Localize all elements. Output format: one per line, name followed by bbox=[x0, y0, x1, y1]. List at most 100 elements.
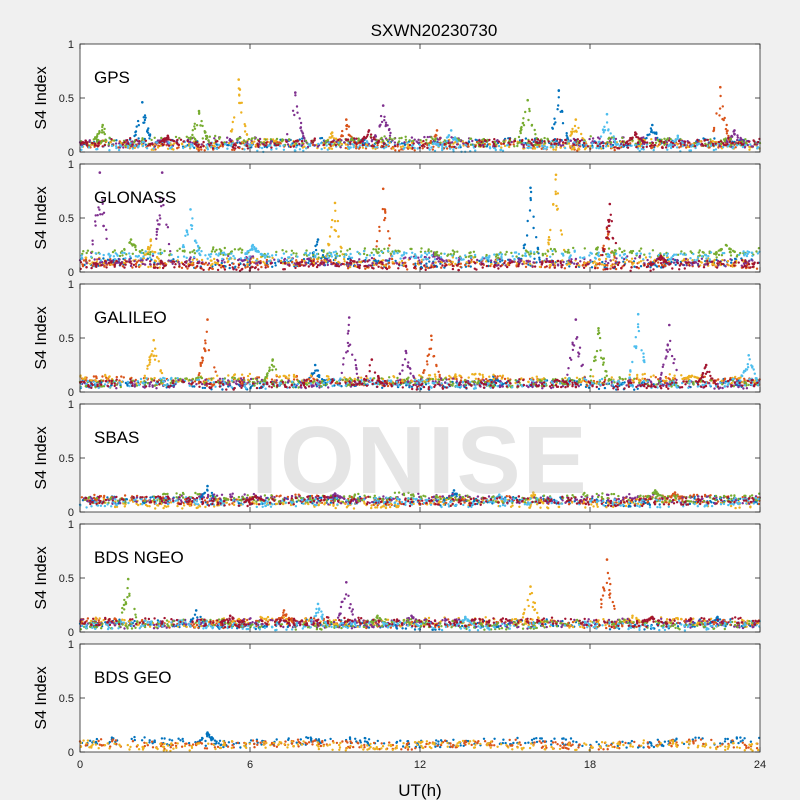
data-point bbox=[704, 144, 707, 147]
data-point bbox=[162, 139, 165, 143]
data-point bbox=[146, 128, 149, 132]
data-point bbox=[109, 141, 112, 144]
data-point bbox=[157, 144, 160, 147]
data-point bbox=[723, 251, 726, 255]
data-point bbox=[432, 142, 435, 145]
data-point bbox=[729, 254, 733, 257]
data-point bbox=[322, 143, 326, 146]
data-point bbox=[586, 145, 590, 148]
data-point bbox=[637, 267, 640, 270]
data-point bbox=[187, 265, 190, 268]
data-point bbox=[410, 136, 414, 139]
data-point bbox=[524, 249, 528, 252]
data-point bbox=[398, 250, 401, 253]
data-point bbox=[614, 267, 618, 271]
data-point bbox=[621, 256, 624, 260]
data-point bbox=[552, 202, 555, 206]
data-point bbox=[608, 253, 611, 257]
data-point bbox=[694, 141, 697, 145]
data-point bbox=[82, 259, 86, 262]
data-point bbox=[595, 262, 598, 265]
data-point bbox=[263, 262, 266, 265]
data-point bbox=[260, 265, 263, 269]
data-point bbox=[582, 145, 585, 148]
data-point bbox=[358, 264, 362, 267]
data-point bbox=[309, 259, 313, 263]
data-point bbox=[365, 140, 369, 143]
data-point bbox=[167, 144, 171, 147]
data-point bbox=[723, 116, 726, 120]
data-point bbox=[667, 144, 671, 147]
data-point bbox=[328, 243, 331, 246]
data-point bbox=[618, 144, 621, 148]
data-point bbox=[201, 124, 204, 128]
data-point bbox=[166, 134, 170, 138]
data-point bbox=[607, 220, 611, 223]
data-point bbox=[383, 135, 386, 138]
data-point bbox=[665, 254, 669, 258]
data-point bbox=[193, 252, 197, 255]
data-point bbox=[158, 141, 161, 144]
data-point bbox=[638, 141, 641, 144]
data-point bbox=[696, 262, 700, 265]
data-point bbox=[556, 259, 560, 263]
data-point bbox=[215, 147, 219, 151]
data-point bbox=[291, 260, 294, 264]
data-point bbox=[452, 148, 455, 151]
data-point bbox=[624, 256, 628, 259]
data-point bbox=[384, 124, 387, 128]
data-point bbox=[205, 134, 209, 138]
data-point bbox=[158, 266, 161, 269]
data-point bbox=[91, 250, 94, 253]
data-point bbox=[387, 230, 390, 233]
data-point bbox=[598, 262, 601, 266]
data-point bbox=[749, 143, 752, 146]
data-point bbox=[251, 243, 255, 247]
data-point bbox=[312, 259, 315, 263]
data-point bbox=[457, 146, 460, 149]
data-point bbox=[560, 144, 563, 147]
data-point bbox=[383, 115, 386, 119]
data-point bbox=[636, 141, 640, 144]
data-point bbox=[549, 228, 552, 232]
data-point bbox=[240, 268, 243, 271]
data-point bbox=[316, 238, 320, 241]
data-point bbox=[107, 143, 111, 146]
data-point bbox=[169, 138, 172, 142]
data-point bbox=[161, 143, 165, 147]
data-point bbox=[273, 142, 276, 145]
data-point bbox=[369, 264, 373, 267]
data-point bbox=[609, 143, 612, 146]
data-point bbox=[108, 255, 112, 259]
data-point bbox=[469, 143, 473, 146]
data-point bbox=[98, 171, 102, 174]
data-point bbox=[546, 146, 549, 149]
data-point bbox=[725, 123, 728, 127]
data-point bbox=[228, 257, 231, 261]
data-point bbox=[609, 132, 612, 135]
data-point bbox=[560, 233, 564, 236]
data-point bbox=[119, 262, 123, 265]
data-point bbox=[424, 251, 427, 255]
data-point bbox=[679, 142, 682, 145]
data-point bbox=[279, 261, 283, 265]
data-point bbox=[728, 250, 732, 254]
data-point bbox=[634, 257, 637, 260]
data-point bbox=[524, 110, 527, 114]
data-point bbox=[453, 136, 457, 139]
data-point bbox=[421, 147, 424, 150]
data-point bbox=[234, 144, 237, 147]
data-point bbox=[281, 138, 284, 141]
data-point bbox=[706, 138, 709, 142]
data-point bbox=[186, 267, 189, 270]
data-point bbox=[607, 261, 610, 265]
data-point bbox=[545, 257, 548, 261]
data-point bbox=[675, 253, 678, 256]
data-point bbox=[201, 137, 204, 140]
data-point bbox=[337, 143, 340, 146]
data-point bbox=[103, 132, 107, 136]
data-point bbox=[410, 385, 414, 388]
data-point bbox=[134, 248, 138, 252]
